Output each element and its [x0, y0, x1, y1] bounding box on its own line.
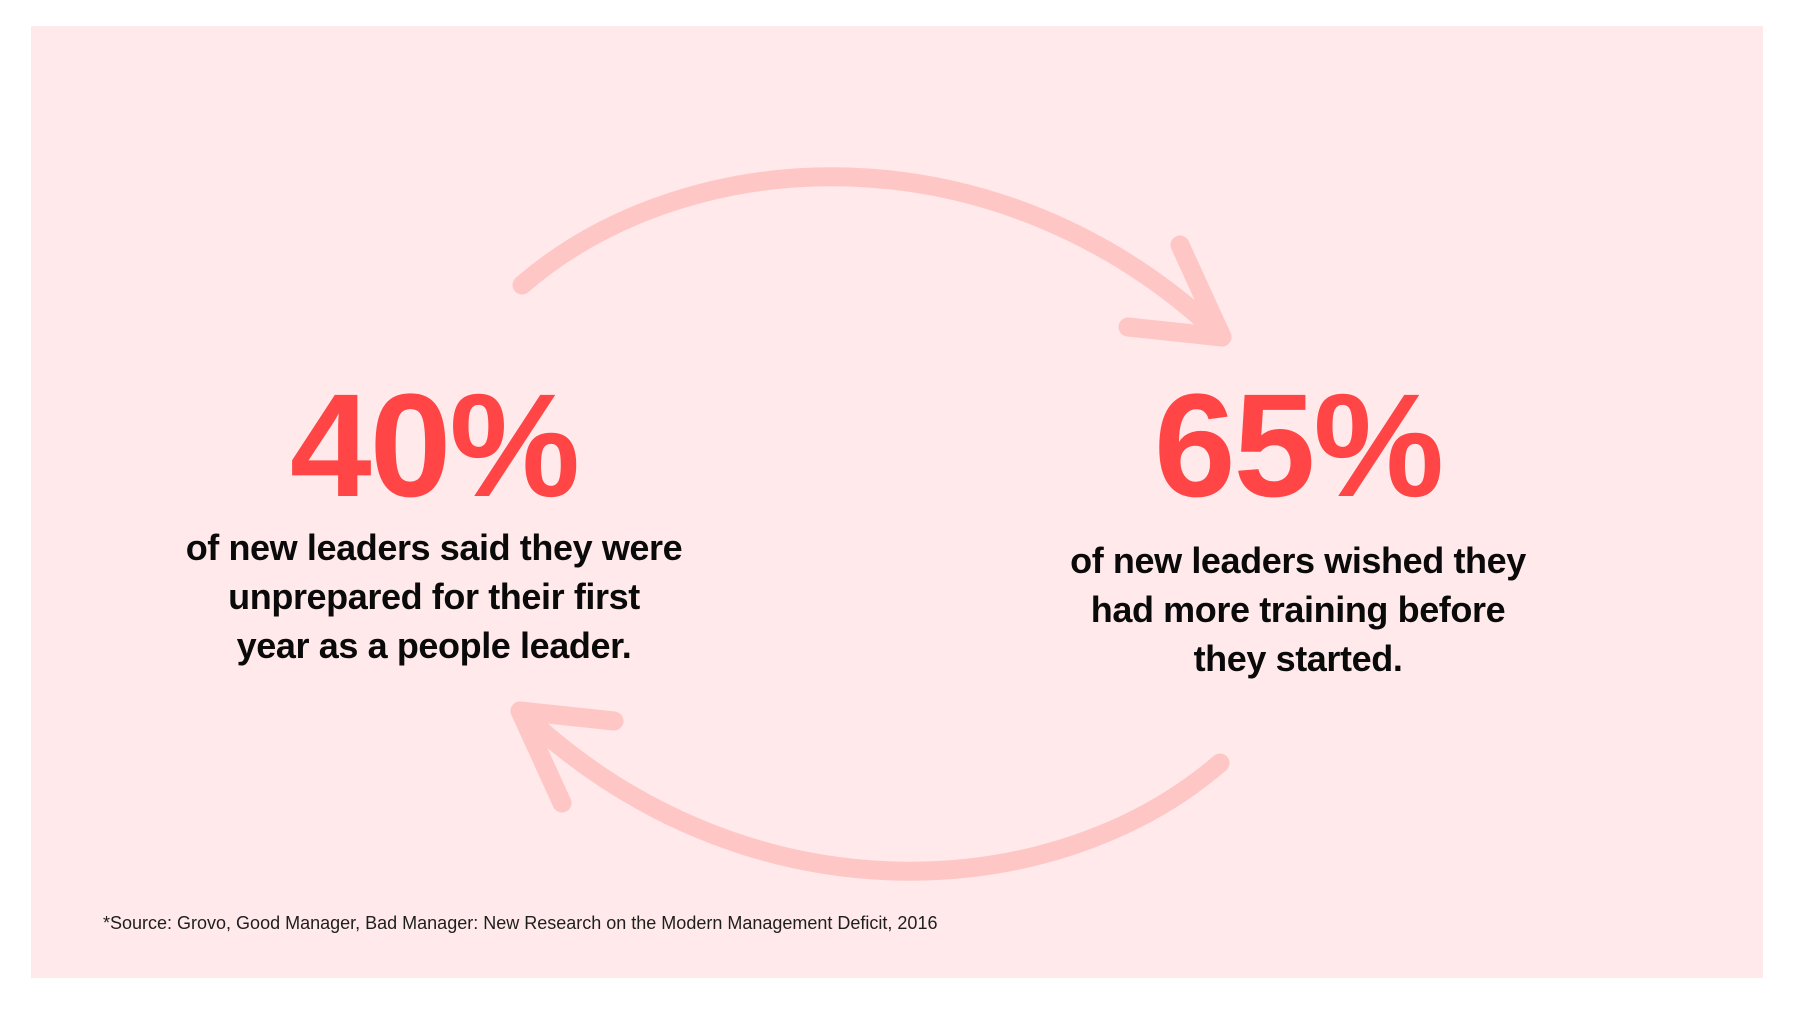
stat-value: 40%: [289, 364, 580, 528]
stat-description-line: unprepared for their first: [228, 576, 640, 617]
stat-description-line: they started.: [1193, 638, 1403, 679]
stat-description-line: had more training before: [1090, 589, 1506, 630]
stat-description: of new leaders wished they had more trai…: [948, 536, 1648, 683]
stat-description: of new leaders said they were unprepared…: [84, 523, 784, 670]
stat-description-line: year as a people leader.: [236, 625, 632, 666]
source-citation: *Source: Grovo, Good Manager, Bad Manage…: [103, 913, 938, 933]
stat-description-line: of new leaders wished they: [1070, 540, 1526, 581]
stat-value: 65%: [1153, 364, 1444, 528]
stat-description-line: of new leaders said they were: [185, 527, 683, 568]
